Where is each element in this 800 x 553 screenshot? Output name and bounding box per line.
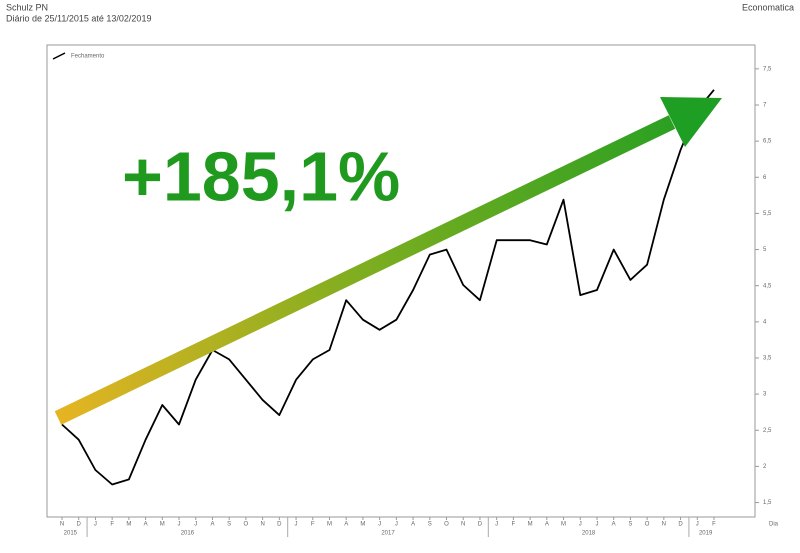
x-tick-label: A bbox=[545, 522, 549, 528]
x-tick-label: J bbox=[395, 522, 398, 528]
plot-area bbox=[46, 44, 756, 518]
x-tick-label: J bbox=[595, 522, 598, 528]
x-tick-label: F bbox=[512, 522, 516, 528]
x-tick-label: N bbox=[461, 522, 465, 528]
year-label: 2019 bbox=[699, 531, 713, 537]
x-tick-label: S bbox=[628, 522, 632, 528]
x-tick-label: O bbox=[645, 522, 650, 528]
x-tick-label: J bbox=[194, 522, 197, 528]
y-tick-label: 7 bbox=[763, 103, 767, 109]
x-tick-label: J bbox=[696, 522, 699, 528]
x-tick-label: A bbox=[210, 522, 214, 528]
y-tick-label: 3 bbox=[763, 392, 767, 398]
y-tick-label: 2 bbox=[763, 464, 767, 470]
x-tick-label: F bbox=[311, 522, 315, 528]
x-tick-label: M bbox=[528, 522, 533, 528]
x-tick-label: M bbox=[126, 522, 131, 528]
x-tick-label: M bbox=[360, 522, 365, 528]
y-tick-label: 2,5 bbox=[763, 428, 772, 434]
x-tick-label: O bbox=[244, 522, 249, 528]
y-tick-label: 3,5 bbox=[763, 356, 772, 362]
arrow-head bbox=[660, 97, 722, 147]
x-tick-label: M bbox=[160, 522, 165, 528]
legend-label: Fechamento bbox=[71, 54, 105, 60]
x-tick-label: F bbox=[712, 522, 716, 528]
x-tick-label: J bbox=[495, 522, 498, 528]
year-label: 2015 bbox=[64, 531, 78, 537]
x-axis-label: Dia bbox=[769, 522, 779, 528]
x-tick-label: J bbox=[94, 522, 97, 528]
year-label: 2016 bbox=[181, 531, 195, 537]
marks: 1,5 2 2,5 3 3,5 4 4,5 5 5,5 6 6,5 7 7,5 N D J F M A M J J A S O N… bbox=[52, 52, 779, 537]
x-tick-label: N bbox=[60, 522, 64, 528]
chart-title: Schulz PN bbox=[6, 2, 48, 12]
x-tick-label: J bbox=[579, 522, 582, 528]
x-tick-label: M bbox=[327, 522, 332, 528]
chart-subtitle: Diário de 25/11/2015 até 13/02/2019 bbox=[6, 13, 151, 23]
source: Economatica bbox=[742, 2, 794, 12]
y-tick-label: 7,5 bbox=[763, 66, 772, 72]
year-label: 2017 bbox=[381, 531, 395, 537]
x-tick-label: J bbox=[295, 522, 298, 528]
x-tick-label: D bbox=[277, 522, 282, 528]
y-tick-label: 1,5 bbox=[763, 500, 772, 506]
x-tick-label: D bbox=[678, 522, 683, 528]
arrow-shaft bbox=[54, 115, 676, 425]
x-tick-label: N bbox=[662, 522, 666, 528]
x-tick-label: S bbox=[428, 522, 432, 528]
x-tick-label: A bbox=[344, 522, 348, 528]
x-tick-label: D bbox=[478, 522, 483, 528]
x-tick-label: J bbox=[178, 522, 181, 528]
x-tick-label: N bbox=[260, 522, 264, 528]
x-tick-label: A bbox=[411, 522, 415, 528]
y-tick-label: 6 bbox=[763, 175, 767, 181]
y-tick-label: 6,5 bbox=[763, 139, 772, 145]
y-tick-label: 4 bbox=[763, 319, 767, 325]
x-tick-label: A bbox=[612, 522, 616, 528]
x-tick-label: O bbox=[444, 522, 449, 528]
price-line bbox=[61, 89, 715, 486]
x-tick-label: J bbox=[378, 522, 381, 528]
x-tick-label: S bbox=[227, 522, 231, 528]
x-tick-label: A bbox=[144, 522, 148, 528]
x-tick-label: M bbox=[561, 522, 566, 528]
x-tick-label: F bbox=[110, 522, 114, 528]
x-tick-label: D bbox=[77, 522, 82, 528]
trend-arrow bbox=[54, 97, 722, 425]
legend-swatch bbox=[52, 52, 66, 60]
year-label: 2018 bbox=[582, 531, 596, 537]
annotation: +185,1% bbox=[122, 137, 400, 215]
y-tick-label: 4,5 bbox=[763, 283, 772, 289]
y-tick-label: 5,5 bbox=[763, 211, 772, 217]
y-tick-label: 5 bbox=[763, 247, 767, 253]
